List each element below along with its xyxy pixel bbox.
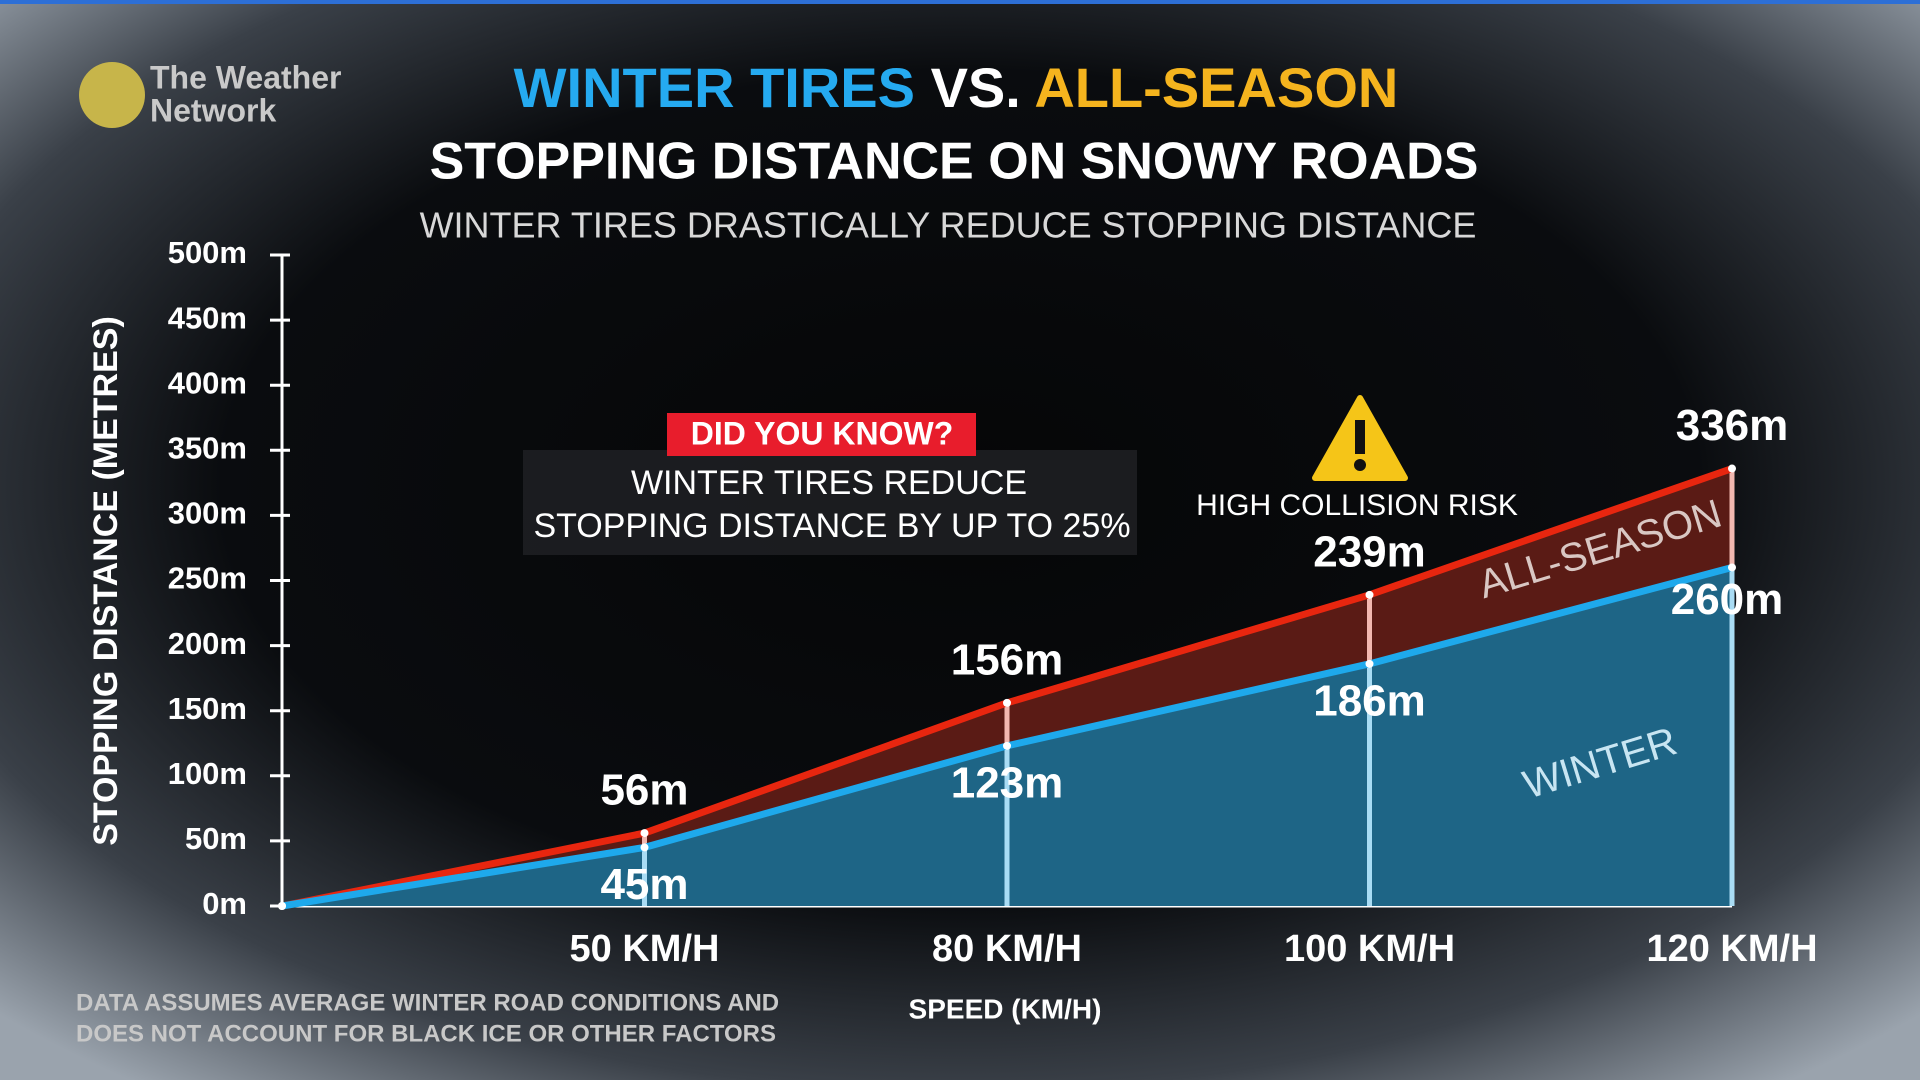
point [640, 843, 649, 852]
x-tick-label: 120 KM/H [1646, 928, 1817, 970]
point [278, 902, 286, 910]
footnote: DOES NOT ACCOUNT FOR BLACK ICE OR OTHER … [76, 1020, 776, 1047]
y-tick-label: 150m [168, 691, 247, 726]
y-tick-label: 250m [168, 561, 247, 596]
warning-text: HIGH COLLISION RISK [1196, 489, 1518, 522]
point [1003, 698, 1011, 707]
point [1365, 590, 1374, 599]
y-axis-label: STOPPING DISTANCE (METRES) [87, 316, 125, 846]
point [1365, 659, 1374, 668]
value-label: 156m [951, 636, 1064, 685]
warning-icon [1355, 420, 1365, 454]
chart-title: STOPPING DISTANCE ON SNOWY ROADS [430, 133, 1479, 191]
x-tick-label: 100 KM/H [1284, 928, 1455, 970]
y-tick-label: 350m [168, 430, 247, 465]
footnote: DATA ASSUMES AVERAGE WINTER ROAD CONDITI… [76, 989, 779, 1016]
value-label: 186m [1313, 676, 1426, 725]
title-part: WINTER TIRES [514, 56, 915, 119]
plot: 0m 50m 100m 150m 200m 250m 300m 350m 400m 450m 500… [168, 235, 1818, 970]
value-label: 336m [1676, 401, 1789, 450]
y-tick-label: 400m [168, 365, 247, 400]
y-tick-label: 50m [185, 821, 247, 856]
value-label: 239m [1313, 527, 1426, 576]
point [640, 829, 649, 838]
point [1003, 741, 1011, 750]
y-tick-label: 450m [168, 300, 247, 335]
y-tick-label: 500m [168, 235, 247, 270]
x-tick-label: 80 KM/H [932, 928, 1082, 970]
logo-icon [79, 62, 145, 128]
y-tick-label: 0m [202, 886, 247, 921]
logo-text: Network [150, 92, 276, 128]
callout-box [523, 450, 1137, 555]
value-label: 56m [600, 766, 688, 815]
y-tick-label: 100m [168, 756, 247, 791]
x-axis-label: SPEED (KM/H) [909, 993, 1102, 1024]
chart-subtitle: WINTER TIRES DRASTICALLY REDUCE STOPPING… [420, 205, 1477, 246]
title-part: VS. [931, 56, 1021, 119]
callout-heading: DID YOU KNOW? [691, 415, 954, 451]
logo-text: The Weather [150, 59, 341, 95]
title-part: ALL-SEASON [1034, 56, 1398, 119]
x-tick-label: 50 KM/H [570, 928, 720, 970]
callout-text: STOPPING DISTANCE BY UP TO 25% [533, 507, 1130, 545]
point [1728, 464, 1736, 473]
point [1728, 563, 1736, 572]
top-border [0, 0, 1920, 4]
value-label: 45m [600, 860, 688, 909]
y-tick-label: 300m [168, 496, 247, 531]
y-tick-label: 200m [168, 626, 247, 661]
callout-heading-box [667, 413, 976, 456]
value-label: 260m [1671, 575, 1784, 624]
value-label: 123m [951, 758, 1064, 807]
callout-text: WINTER TIRES REDUCE [631, 464, 1027, 502]
chart-title-top: WINTER TIRES VS. ALL-SEASON [514, 56, 1399, 119]
warning-icon [1354, 459, 1366, 471]
